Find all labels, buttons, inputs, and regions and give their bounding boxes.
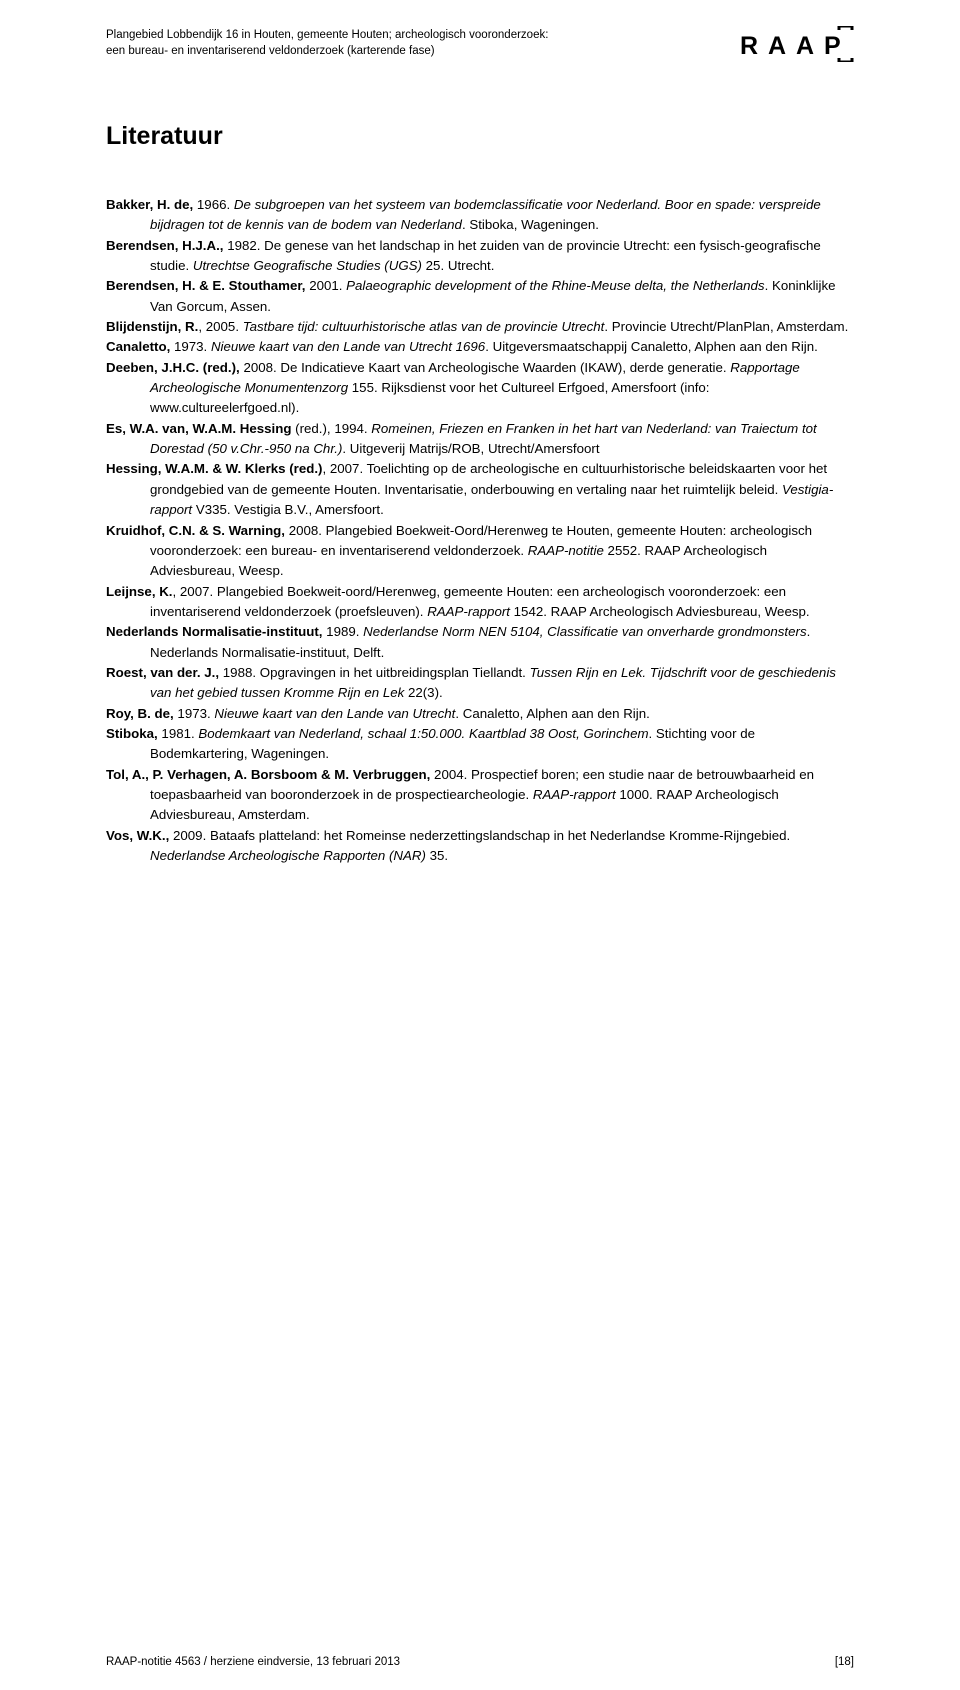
reference-entry: Stiboka, 1981. Bodemkaart van Nederland,… xyxy=(106,724,854,765)
reference-text: 25. Utrecht. xyxy=(422,258,494,273)
reference-text: 2009. Bataafs platteland: het Romeinse n… xyxy=(169,828,790,843)
reference-entry: Roest, van der. J., 1988. Opgravingen in… xyxy=(106,663,854,704)
reference-text: RAAP-notitie xyxy=(528,543,604,558)
reference-entry: Roy, B. de, 1973. Nieuwe kaart van den L… xyxy=(106,704,854,724)
reference-text: . Stiboka, Wageningen. xyxy=(462,217,599,232)
reference-text: 1981. xyxy=(158,726,199,741)
header-line-1: Plangebied Lobbendijk 16 in Houten, geme… xyxy=(106,28,548,44)
reference-entry: Blijdenstijn, R., 2005. Tastbare tijd: c… xyxy=(106,317,854,337)
reference-text: 1988. Opgravingen in het uitbreidingspla… xyxy=(219,665,529,680)
reference-entry: Kruidhof, C.N. & S. Warning, 2008. Plang… xyxy=(106,521,854,582)
reference-text: V335. Vestigia B.V., Amersfoort. xyxy=(192,502,384,517)
page: Plangebied Lobbendijk 16 in Houten, geme… xyxy=(0,0,960,1690)
reference-text: Deeben, J.H.C. (red.), xyxy=(106,360,240,375)
reference-text: Vos, W.K., xyxy=(106,828,169,843)
reference-text: Nieuwe kaart van den Lande van Utrecht xyxy=(214,706,455,721)
reference-entry: Berendsen, H. & E. Stouthamer, 2001. Pal… xyxy=(106,276,854,317)
reference-text: Tastbare tijd: cultuurhistorische atlas … xyxy=(243,319,605,334)
reference-entry: Es, W.A. van, W.A.M. Hessing (red.), 199… xyxy=(106,419,854,460)
reference-text: Tol, A., P. Verhagen, A. Borsboom & M. V… xyxy=(106,767,430,782)
reference-text: . Provincie Utrecht/PlanPlan, Amsterdam. xyxy=(604,319,848,334)
raap-logo-icon: R A A P xyxy=(740,26,854,62)
reference-entry: Leijnse, K., 2007. Plangebied Boekweit-o… xyxy=(106,582,854,623)
reference-entry: Bakker, H. de, 1966. De subgroepen van h… xyxy=(106,195,854,236)
page-header: Plangebied Lobbendijk 16 in Houten, geme… xyxy=(106,28,854,62)
reference-text: 22(3). xyxy=(404,685,442,700)
reference-text: 1966. xyxy=(193,197,234,212)
reference-list: Bakker, H. de, 1966. De subgroepen van h… xyxy=(106,195,854,866)
reference-text: Hessing, W.A.M. & W. Klerks (red.) xyxy=(106,461,322,476)
reference-text: Kruidhof, C.N. & S. Warning, xyxy=(106,523,285,538)
reference-entry: Nederlands Normalisatie-instituut, 1989.… xyxy=(106,622,854,663)
reference-entry: Tol, A., P. Verhagen, A. Borsboom & M. V… xyxy=(106,765,854,826)
reference-entry: Hessing, W.A.M. & W. Klerks (red.), 2007… xyxy=(106,459,854,520)
header-line-2: een bureau- en inventariserend veldonder… xyxy=(106,44,548,60)
svg-text:A: A xyxy=(796,32,814,60)
header-text-block: Plangebied Lobbendijk 16 in Houten, geme… xyxy=(106,28,548,59)
reference-text: Palaeographic development of the Rhine-M… xyxy=(346,278,764,293)
reference-text: (red.), 1994. xyxy=(291,421,371,436)
reference-text: , 2005. xyxy=(198,319,242,334)
reference-text: 1973. xyxy=(170,339,211,354)
reference-text: . Canaletto, Alphen aan den Rijn. xyxy=(455,706,649,721)
reference-text: RAAP-rapport xyxy=(533,787,616,802)
reference-text: 2001. xyxy=(306,278,347,293)
reference-text: Es, W.A. van, W.A.M. Hessing xyxy=(106,421,291,436)
reference-text: Roy, B. de, xyxy=(106,706,174,721)
reference-text: 1989. xyxy=(322,624,363,639)
reference-text: Berendsen, H. & E. Stouthamer, xyxy=(106,278,306,293)
reference-text: 35. xyxy=(426,848,448,863)
reference-text: Roest, van der. J., xyxy=(106,665,219,680)
reference-entry: Deeben, J.H.C. (red.), 2008. De Indicati… xyxy=(106,358,854,419)
svg-text:P: P xyxy=(824,32,841,60)
reference-text: . Uitgeversmaatschappij Canaletto, Alphe… xyxy=(485,339,818,354)
reference-text: Utrechtse Geografische Studies (UGS) xyxy=(193,258,422,273)
footer-left: RAAP-notitie 4563 / herziene eindversie,… xyxy=(106,1656,400,1668)
svg-text:A: A xyxy=(768,32,786,60)
footer-right: [18] xyxy=(835,1656,854,1668)
reference-entry: Berendsen, H.J.A., 1982. De genese van h… xyxy=(106,236,854,277)
reference-entry: Canaletto, 1973. Nieuwe kaart van den La… xyxy=(106,337,854,357)
svg-text:R: R xyxy=(740,32,758,60)
page-footer: RAAP-notitie 4563 / herziene eindversie,… xyxy=(106,1656,854,1668)
reference-text: Nederlandse Norm NEN 5104, Classificatie… xyxy=(363,624,806,639)
reference-text: Nederlands Normalisatie-instituut, xyxy=(106,624,322,639)
reference-text: Bakker, H. de, xyxy=(106,197,193,212)
reference-text: 2008. De Indicatieve Kaart van Archeolog… xyxy=(240,360,731,375)
reference-text: Nieuwe kaart van den Lande van Utrecht 1… xyxy=(211,339,485,354)
reference-text: Berendsen, H.J.A., xyxy=(106,238,224,253)
reference-text: 1973. xyxy=(174,706,215,721)
reference-text: Blijdenstijn, R. xyxy=(106,319,198,334)
reference-text: 1542. RAAP Archeologisch Adviesbureau, W… xyxy=(510,604,810,619)
reference-text: Bodemkaart van Nederland, schaal 1:50.00… xyxy=(198,726,648,741)
reference-text: Stiboka, xyxy=(106,726,158,741)
reference-text: . Uitgeverij Matrijs/ROB, Utrecht/Amersf… xyxy=(342,441,599,456)
reference-text: Canaletto, xyxy=(106,339,170,354)
section-title: Literatuur xyxy=(106,122,854,151)
reference-text: RAAP-rapport xyxy=(427,604,510,619)
reference-text: Leijnse, K. xyxy=(106,584,173,599)
reference-text: Nederlandse Archeologische Rapporten (NA… xyxy=(150,848,426,863)
raap-logo: R A A P xyxy=(740,26,854,62)
reference-entry: Vos, W.K., 2009. Bataafs platteland: het… xyxy=(106,826,854,867)
